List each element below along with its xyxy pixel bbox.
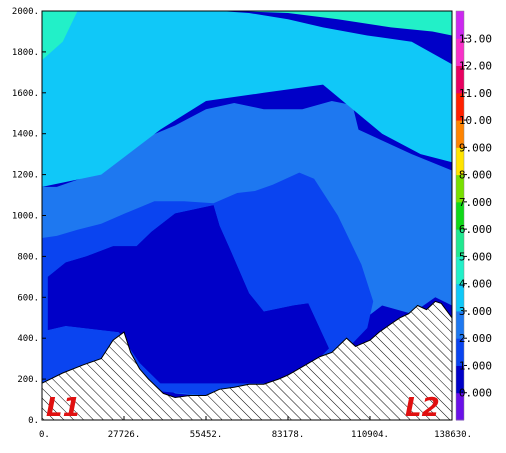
contour-band-0-1 bbox=[47, 205, 329, 384]
annotation-l1: L1 bbox=[46, 393, 81, 423]
colorbar-segment bbox=[456, 11, 464, 39]
colorbar-tick-label: 9.000 bbox=[459, 141, 492, 154]
colorbar-segment bbox=[456, 147, 464, 176]
colorbar-segment bbox=[456, 338, 464, 366]
x-tick-label: 0. bbox=[39, 430, 50, 440]
colorbar-tick-label: 1.000 bbox=[459, 359, 492, 372]
x-tick-label: 83178. bbox=[272, 430, 305, 440]
y-tick-label: 2000. bbox=[12, 7, 39, 17]
contour-band-4-5 bbox=[42, 11, 78, 61]
colorbar-tick-label: 3.000 bbox=[459, 305, 492, 318]
colorbar-segment bbox=[456, 38, 464, 67]
colorbar-segment bbox=[456, 65, 464, 94]
colorbar-tick-label: 2.000 bbox=[459, 332, 492, 345]
colorbar-tick-label: 11.00 bbox=[459, 87, 492, 100]
colorbar: 0.000 1.000 2.000 3.000 4.000 5.000 6.000 7.000… bbox=[455, 10, 492, 421]
colorbar-tick-label: 5.000 bbox=[459, 250, 492, 263]
colorbar-tick-label: 8.000 bbox=[459, 169, 492, 182]
colorbar-segment bbox=[456, 92, 464, 121]
y-tick-label: 1800. bbox=[12, 48, 39, 58]
x-tick-label: 138630. bbox=[434, 430, 472, 440]
colorbar-tick-label: 13.00 bbox=[459, 32, 492, 45]
y-tick-label: 800. bbox=[17, 252, 39, 262]
terrain-mask bbox=[42, 300, 452, 420]
x-tick-label: 55452. bbox=[190, 430, 223, 440]
y-tick-label: 200. bbox=[17, 375, 39, 385]
colorbar-segment bbox=[456, 229, 464, 257]
terrain-hatch bbox=[42, 300, 452, 420]
colorbar-segment bbox=[456, 392, 464, 421]
colorbar-segment bbox=[456, 120, 464, 148]
colorbar-segment bbox=[456, 283, 464, 312]
y-tick-label: 1400. bbox=[12, 130, 39, 140]
x-axis: 0. 27726. 55452. 83178. 110904. 138630. bbox=[39, 416, 472, 440]
x-tick-label: 27726. bbox=[108, 430, 141, 440]
annotation-l2: L2 bbox=[405, 393, 440, 423]
colorbar-segment bbox=[456, 174, 464, 203]
contour-band-3-4 bbox=[42, 11, 452, 187]
colorbar-segment bbox=[456, 256, 464, 285]
contour-band-4-5 bbox=[234, 11, 452, 36]
colorbar-frame bbox=[455, 10, 465, 421]
colorbar-tick-label: 7.000 bbox=[459, 196, 492, 209]
y-axis: 0. 200. 400. 600. 800. 1000. 1200. 1400. 1600. 18… bbox=[12, 7, 46, 426]
colorbar-segment bbox=[456, 365, 464, 394]
y-tick-label: 1000. bbox=[12, 212, 39, 222]
colorbar-tick-label: 10.00 bbox=[459, 114, 492, 127]
colorbar-tick-label: 12.00 bbox=[459, 60, 492, 73]
plot-area bbox=[42, 11, 452, 420]
y-tick-label: 0. bbox=[28, 416, 39, 426]
y-tick-label: 600. bbox=[17, 293, 39, 303]
y-tick-label: 400. bbox=[17, 334, 39, 344]
x-tick-label: 110904. bbox=[351, 430, 389, 440]
colorbar-segment bbox=[456, 310, 464, 339]
y-tick-label: 1200. bbox=[12, 171, 39, 181]
colorbar-segment bbox=[456, 201, 464, 230]
y-tick-label: 1600. bbox=[12, 89, 39, 99]
colorbar-tick-label: 4.000 bbox=[459, 278, 492, 291]
colorbar-tick-label: 0.000 bbox=[459, 387, 492, 400]
colorbar-tick-label: 6.000 bbox=[459, 223, 492, 236]
